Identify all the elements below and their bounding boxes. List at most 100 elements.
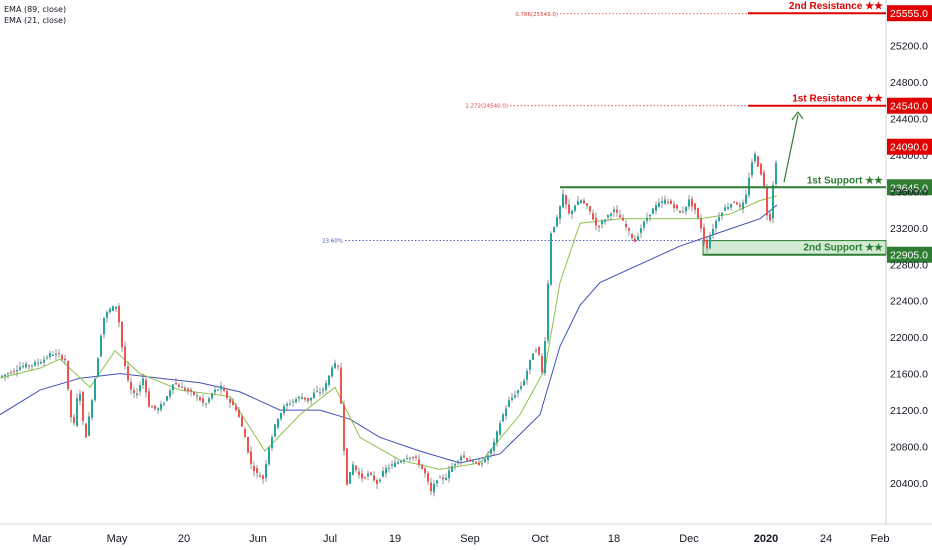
candle-body [649, 214, 651, 217]
candle-body [208, 398, 210, 403]
candle-body [505, 408, 507, 416]
candle-body [205, 403, 207, 405]
x-tick-label: 18 [608, 533, 620, 545]
candle-body [268, 447, 270, 465]
candle-body [460, 456, 462, 461]
candle-body [319, 392, 321, 394]
candle-body [94, 378, 96, 401]
y-tick-label: 22000.0 [890, 332, 928, 344]
candle-body [310, 397, 312, 401]
candle-body [661, 201, 663, 203]
candle-body [430, 482, 432, 492]
candle-body [307, 397, 309, 402]
candle-body [436, 480, 438, 484]
candle-body [22, 365, 24, 368]
candle-body [73, 417, 75, 424]
candle-body [541, 356, 543, 373]
candle-body [550, 233, 552, 285]
candle-body [691, 198, 693, 207]
candle-body [70, 390, 72, 418]
candle-body [160, 404, 162, 410]
candle-body [325, 383, 327, 391]
candle-body [544, 341, 546, 374]
candle-body [634, 238, 636, 243]
candle-body [682, 211, 684, 213]
x-tick-label: 2020 [754, 533, 778, 545]
support-2-value-box [887, 246, 932, 263]
candle-body [568, 204, 570, 214]
y-tick-label: 22800.0 [890, 259, 928, 271]
candle-body [760, 163, 762, 175]
fib-0786-label: 0.786(25549.0) [515, 12, 558, 18]
y-tick-label: 24800.0 [890, 77, 928, 89]
fib-2360-label: 23.60% [322, 239, 343, 245]
candle-body [676, 204, 678, 209]
candle-body [475, 461, 477, 463]
candle-body [316, 390, 318, 392]
candle-body [628, 228, 630, 231]
resistance-1-value-box [887, 97, 932, 114]
candle-body [16, 370, 18, 372]
candle-body [412, 456, 414, 458]
candle-body [118, 306, 120, 323]
candle-body [499, 423, 501, 435]
candle-body [88, 416, 90, 436]
candle-body [712, 228, 714, 235]
y-tick-label: 22400.0 [890, 296, 928, 308]
candle-body [133, 390, 135, 394]
candle-body [559, 206, 561, 219]
candle-body [664, 199, 666, 204]
candle-body [61, 355, 63, 360]
candle-body [103, 317, 105, 335]
candle-body [670, 200, 672, 205]
candle-body [739, 204, 741, 207]
candle-body [667, 201, 669, 203]
candle-body [115, 306, 117, 309]
candles-group [1, 151, 777, 497]
candle-body [139, 385, 141, 392]
candle-body [238, 409, 240, 417]
candle-body [184, 387, 186, 391]
candle-body [565, 195, 567, 205]
x-tick-label: Feb [871, 533, 890, 545]
candle-body [718, 217, 720, 221]
candle-body [85, 423, 87, 438]
candle-body [703, 227, 705, 243]
candle-body [535, 350, 537, 352]
candle-body [385, 468, 387, 474]
candle-body [523, 380, 525, 386]
candle-body [424, 468, 426, 474]
candle-body [346, 448, 348, 485]
candle-body [358, 471, 360, 475]
candle-body [487, 455, 489, 461]
candle-body [406, 458, 408, 460]
candle-body [640, 228, 642, 233]
candle-body [178, 384, 180, 388]
candle-body [769, 213, 771, 221]
candle-body [733, 201, 735, 203]
y-tick-label: 23200.0 [890, 223, 928, 235]
candle-body [439, 476, 441, 478]
candle-body [334, 363, 336, 368]
candle-body [220, 385, 222, 390]
candle-body [37, 362, 39, 364]
current-price-label: 24090.0 [890, 142, 928, 154]
candle-body [172, 384, 174, 391]
candle-body [502, 414, 504, 422]
candle-body [622, 217, 624, 221]
candle-body [193, 391, 195, 396]
candle-body [91, 400, 93, 418]
candle-body [67, 360, 69, 390]
support-2-value-label: 22905.0 [890, 250, 928, 262]
candle-body [409, 457, 411, 459]
candle-body [217, 389, 219, 391]
candle-body [721, 212, 723, 216]
candle-body [529, 359, 531, 370]
y-tick-label: 20400.0 [890, 478, 928, 490]
candle-body [481, 463, 483, 465]
candle-body [397, 462, 399, 464]
candle-body [322, 389, 324, 391]
x-tick-label: 24 [820, 533, 832, 545]
